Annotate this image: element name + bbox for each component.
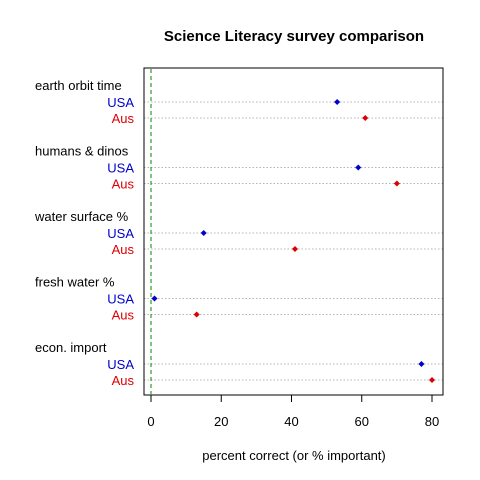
- series-row-label: Aus: [112, 177, 135, 192]
- group-label: fresh water %: [35, 275, 115, 290]
- data-point: [292, 246, 299, 252]
- series-row-label: Aus: [112, 308, 135, 323]
- group-label: humans & dinos: [35, 144, 129, 159]
- x-tick-label: 40: [284, 414, 298, 429]
- series-row-label: Aus: [112, 111, 135, 126]
- data-point: [355, 164, 362, 171]
- series-row-label: USA: [107, 292, 134, 307]
- x-tick-label: 80: [425, 414, 439, 429]
- data-point: [151, 295, 158, 302]
- data-point: [193, 311, 200, 318]
- group-label: earth orbit time: [35, 78, 122, 93]
- x-axis-title: percent correct (or % important): [202, 448, 386, 463]
- group-label: water surface %: [34, 209, 129, 224]
- series-row-label: USA: [107, 161, 134, 176]
- data-point: [362, 115, 369, 121]
- data-point: [334, 99, 341, 105]
- series-row-label: Aus: [112, 242, 135, 257]
- group-label: econ. import: [35, 340, 107, 355]
- data-point: [418, 361, 425, 367]
- x-tick-label: 20: [214, 414, 228, 429]
- data-point: [393, 180, 400, 187]
- x-tick-label: 60: [355, 414, 369, 429]
- chart-title: Science Literacy survey comparison: [164, 28, 424, 45]
- data-point: [429, 377, 435, 383]
- series-row-label: USA: [107, 226, 134, 241]
- series-row-label: USA: [107, 95, 134, 110]
- data-point: [200, 230, 207, 236]
- series-row-label: Aus: [112, 373, 135, 388]
- series-row-label: USA: [107, 357, 134, 372]
- x-tick-label: 0: [147, 414, 154, 429]
- plot-frame: [143, 67, 444, 396]
